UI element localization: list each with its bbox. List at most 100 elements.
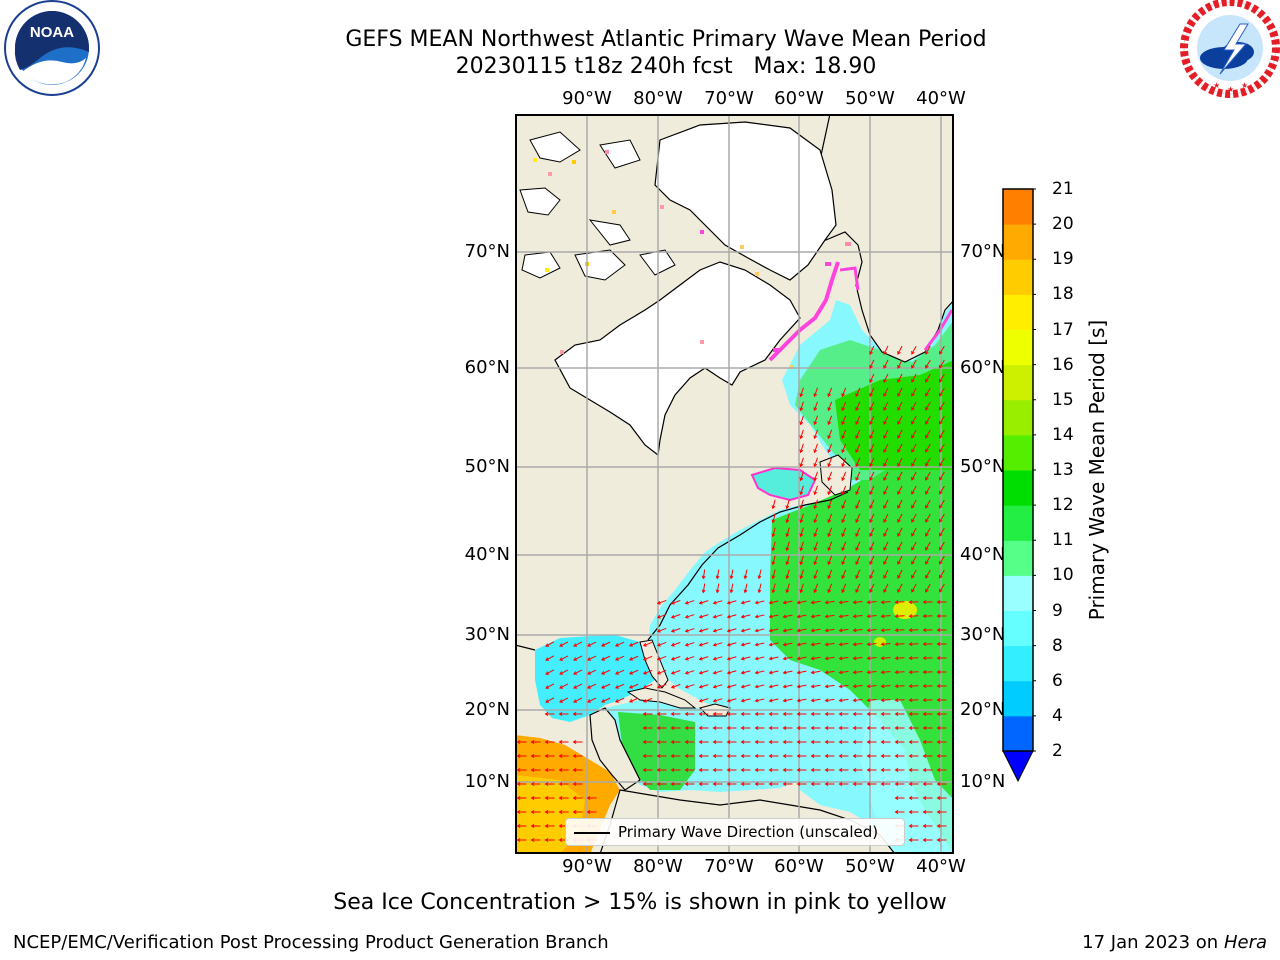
legend-label: Primary Wave Direction (unscaled) <box>618 823 879 841</box>
lat-tick-right: 10°N <box>960 771 1006 792</box>
wave-arrow-head <box>799 491 804 496</box>
wave-arrow <box>825 656 835 660</box>
wave-arrow-head <box>908 838 913 842</box>
wave-arrow <box>883 359 889 369</box>
wave-arrow-head <box>883 421 887 425</box>
colorbar-cell <box>1003 680 1033 717</box>
wave-arrow-head <box>911 350 915 355</box>
wave-arrow-head <box>869 463 873 467</box>
wave-arrow-head <box>796 698 801 703</box>
wave-arrow <box>869 415 875 425</box>
wave-arrow-head <box>869 519 873 523</box>
wave-arrow-head <box>883 379 887 383</box>
wave-arrow-head <box>922 698 927 703</box>
wave-arrow <box>855 415 861 425</box>
wave-arrow <box>939 513 945 523</box>
wave-arrow <box>685 656 695 660</box>
wave-arrow-head <box>883 435 887 439</box>
wave-arrow-head <box>813 561 818 566</box>
wave-arrow-head <box>712 782 717 786</box>
wave-arrow <box>783 698 793 702</box>
wave-arrow <box>755 600 765 604</box>
wave-arrow <box>939 527 945 537</box>
wave-arrow-head <box>782 670 787 675</box>
wave-arrow-head <box>810 726 815 730</box>
wave-arrow <box>755 684 765 688</box>
wave-arrow <box>839 628 849 632</box>
wave-arrow-head <box>558 824 563 828</box>
wave-arrow-head <box>558 754 563 758</box>
wave-arrow <box>827 513 833 523</box>
lat-tick-right: 20°N <box>960 699 1006 720</box>
wave-arrow-head <box>754 656 759 661</box>
wave-arrow <box>897 387 903 397</box>
wave-arrow-head <box>754 628 759 633</box>
wave-arrow <box>685 614 695 618</box>
wave-arrow-head <box>922 684 927 689</box>
wave-arrow-head <box>768 656 773 661</box>
wave-arrow <box>814 527 818 537</box>
wave-arrow <box>713 684 723 688</box>
sea-ice-note: Sea Ice Concentration > 15% is shown in … <box>333 890 947 915</box>
wave-arrow <box>727 614 737 618</box>
wave-arrow-head <box>545 699 550 703</box>
wave-arrow <box>897 345 903 355</box>
wave-arrow-head <box>701 575 706 580</box>
wave-arrow-head <box>813 519 818 524</box>
colorbar-cell <box>1003 434 1033 471</box>
wave-arrow <box>883 415 889 425</box>
wave-arrow-head <box>782 600 787 605</box>
wave-arrow <box>814 541 818 551</box>
wave-arrow-head <box>754 642 759 647</box>
wave-arrow-head <box>883 519 887 523</box>
wave-arrow-head <box>782 726 787 730</box>
lat-tick-right: 50°N <box>960 456 1006 477</box>
wave-arrow <box>741 698 751 702</box>
wave-arrow-head <box>841 561 846 566</box>
wave-arrow-head <box>866 698 871 703</box>
wave-arrow-head <box>911 588 915 593</box>
wave-arrow-head <box>768 642 773 647</box>
wave-arrow <box>855 457 861 467</box>
wave-arrow-head <box>866 726 871 730</box>
wave-arrow-head <box>897 364 901 369</box>
wave-arrow-head <box>908 712 913 716</box>
wave-arrow <box>841 541 847 551</box>
wave-arrow-head <box>698 698 703 703</box>
wave-arrow <box>897 569 903 579</box>
wave-arrow <box>841 457 847 467</box>
wave-arrow-head <box>883 589 887 593</box>
wave-arrow <box>895 699 905 701</box>
wave-arrow <box>883 541 889 551</box>
wave-arrow-head <box>869 449 873 453</box>
wave-arrow-head <box>838 642 843 647</box>
wave-arrow <box>772 513 776 523</box>
wave-arrow <box>615 683 625 689</box>
wave-arrow-head <box>880 656 885 661</box>
wave-arrow-head <box>558 838 563 842</box>
wave-arrow <box>716 569 720 579</box>
wave-arrow-head <box>911 490 915 495</box>
wave-arrow <box>814 513 818 523</box>
wave-arrow-head <box>799 463 804 468</box>
lat-tick-right: 60°N <box>960 357 1006 378</box>
wave-arrow-head <box>936 768 941 772</box>
colorbar-cell <box>1003 329 1033 366</box>
wave-arrow-head <box>810 684 815 689</box>
wave-arrow-head <box>897 378 901 383</box>
wave-arrow <box>772 555 776 565</box>
wave-arrow <box>629 697 639 703</box>
wave-arrow-head <box>824 740 829 744</box>
wave-arrow <box>758 583 762 593</box>
wave-arrow <box>671 600 681 604</box>
wave-arrow-head <box>771 519 776 524</box>
wave-arrow <box>601 697 611 703</box>
wave-arrow-head <box>939 560 943 565</box>
wave-arrow-head <box>614 685 619 689</box>
wave-arrow-head <box>869 421 873 425</box>
wave-arrow <box>855 555 861 565</box>
wave-arrow-head <box>796 670 801 675</box>
wave-arrow-head <box>855 449 859 454</box>
wave-arrow <box>883 583 889 593</box>
colorbar-tick-label: 17 <box>1052 319 1074 340</box>
